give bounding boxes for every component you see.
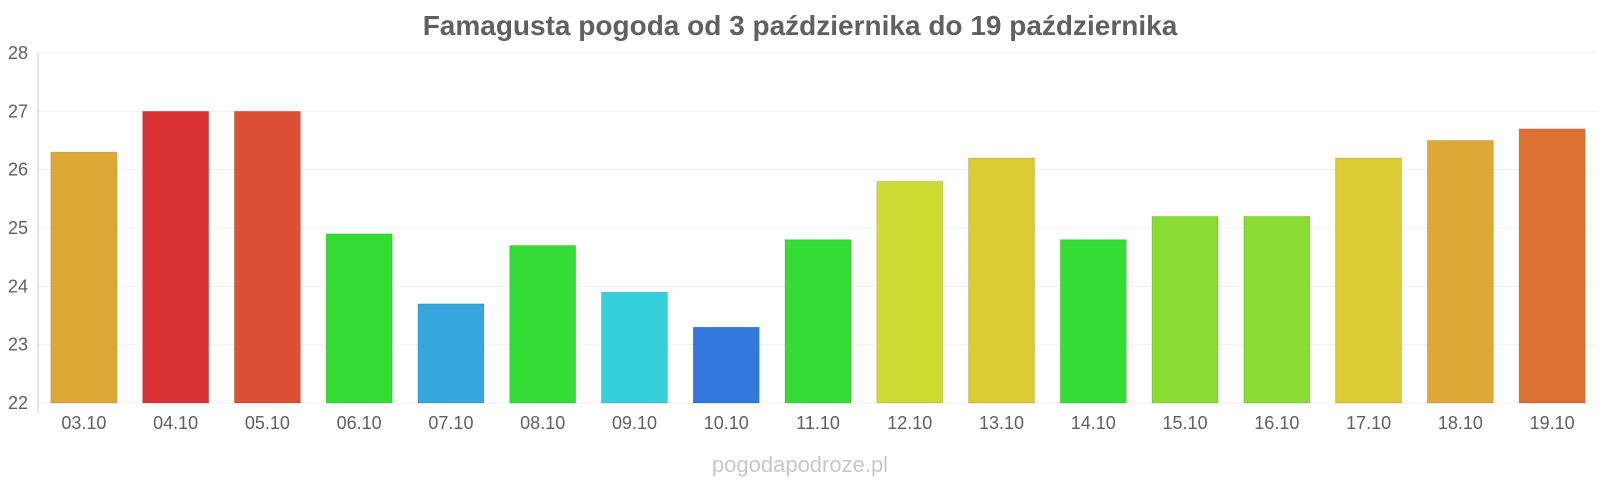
bar <box>1335 157 1403 404</box>
bar <box>233 110 301 404</box>
y-tick-label: 22 <box>8 393 28 413</box>
x-tick-label: 08.10 <box>520 413 565 433</box>
x-tick-label: 15.10 <box>1163 413 1208 433</box>
x-tick-label: 10.10 <box>704 413 749 433</box>
x-tick-label: 12.10 <box>887 413 932 433</box>
x-tick-label: 03.10 <box>61 413 106 433</box>
bar <box>692 326 760 404</box>
x-tick-label: 09.10 <box>612 413 657 433</box>
bar <box>142 110 210 404</box>
x-tick-label: 13.10 <box>979 413 1024 433</box>
bar <box>876 180 944 404</box>
chart-title: Famagusta pogoda od 3 października do 19… <box>422 10 1178 41</box>
x-tick-label: 14.10 <box>1071 413 1116 433</box>
bar <box>325 233 393 404</box>
x-tick-label: 17.10 <box>1346 413 1391 433</box>
axis-layer: 22 23 24 25 26 27 28 03.10 04.10 05.10 06.10 07.10 0… <box>8 43 1575 433</box>
y-tick-label: 23 <box>8 335 28 355</box>
bar <box>1426 140 1494 404</box>
x-tick-label: 04.10 <box>153 413 198 433</box>
x-tick-label: 16.10 <box>1254 413 1299 433</box>
bar <box>1243 215 1311 404</box>
y-tick-label: 26 <box>8 160 28 180</box>
y-tick-label: 27 <box>8 101 28 121</box>
bar-layer <box>50 110 1586 404</box>
bar <box>1059 239 1127 404</box>
bar <box>50 151 118 404</box>
watermark: pogodapodroze.pl <box>711 452 889 477</box>
x-tick-label: 19.10 <box>1530 413 1575 433</box>
bar <box>509 245 577 404</box>
x-tick-label: 06.10 <box>337 413 382 433</box>
y-tick-label: 25 <box>8 218 28 238</box>
y-tick-label: 24 <box>8 276 28 296</box>
x-tick-label: 07.10 <box>428 413 473 433</box>
bar <box>417 303 485 404</box>
x-tick-label: 11.10 <box>796 413 840 433</box>
bar <box>1151 215 1219 404</box>
bar <box>600 291 669 404</box>
bar <box>1518 128 1586 404</box>
bar <box>784 239 852 404</box>
y-tick-label: 28 <box>8 43 28 63</box>
bar <box>967 157 1036 404</box>
x-tick-label: 18.10 <box>1438 413 1483 433</box>
x-tick-label: 05.10 <box>245 413 290 433</box>
